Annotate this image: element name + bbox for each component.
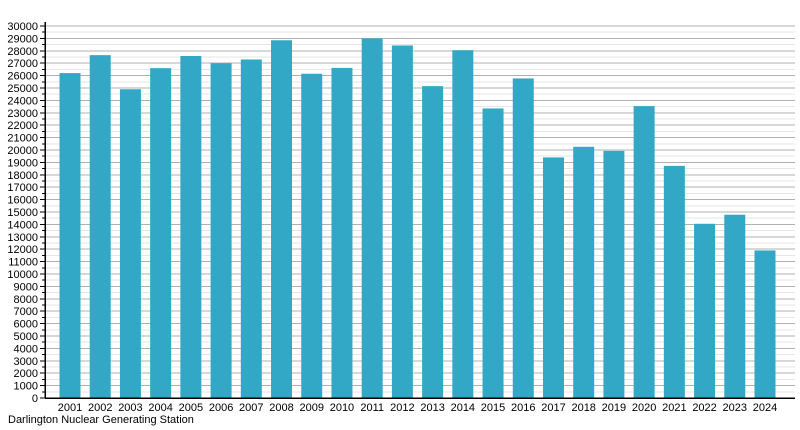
x-tick-label: 2015 (481, 402, 505, 414)
y-tick-label: 7000 (14, 306, 38, 318)
y-tick-label: 24000 (7, 95, 38, 107)
y-tick-label: 4000 (14, 343, 38, 355)
x-tick-label: 2013 (420, 402, 444, 414)
x-tick-label: 2020 (632, 402, 656, 414)
bar-2006 (210, 63, 232, 398)
bar-2009 (301, 73, 323, 399)
chart-caption: Darlington Nuclear Generating Station (8, 414, 194, 426)
bar-2005 (180, 56, 202, 399)
y-tick-label: 25000 (7, 83, 38, 95)
y-tick-label: 9000 (14, 281, 38, 293)
bar-2013 (422, 86, 444, 398)
y-tick-label: 11000 (8, 257, 38, 269)
bar-2015 (482, 108, 504, 399)
x-tick-label: 2012 (390, 402, 414, 414)
x-tick-label: 2016 (511, 402, 535, 414)
bar-2001 (59, 73, 81, 399)
bar-2022 (694, 223, 716, 398)
x-tick-label: 2021 (662, 402, 686, 414)
x-tick-label: 2009 (299, 402, 323, 414)
x-tick-label: 2024 (753, 402, 777, 414)
y-tick-label: 12000 (7, 244, 38, 256)
bar-2021 (663, 165, 685, 398)
bar-2004 (150, 68, 172, 398)
x-tick-label: 2006 (209, 402, 233, 414)
x-tick-label: 2017 (541, 402, 565, 414)
y-tick-label: 28000 (7, 46, 38, 58)
x-tick-label: 2003 (118, 402, 142, 414)
x-tick-label: 2019 (602, 402, 626, 414)
y-tick-label: 20000 (7, 145, 38, 157)
y-tick-label: 27000 (7, 58, 38, 70)
y-tick-label: 1000 (14, 381, 38, 393)
bar-2003 (119, 89, 141, 399)
bar-2023 (724, 214, 746, 398)
x-tick-label: 2023 (723, 402, 747, 414)
y-tick-label: 23000 (7, 108, 38, 120)
y-tick-label: 22000 (7, 120, 38, 132)
x-tick-label: 2018 (571, 402, 595, 414)
bar-2011 (361, 38, 383, 399)
bar-2012 (391, 45, 413, 399)
x-tick-label: 2010 (330, 402, 354, 414)
bar-2002 (89, 55, 111, 398)
y-tick-label: 6000 (14, 319, 38, 331)
x-tick-label: 2014 (451, 402, 475, 414)
y-tick-label: 8000 (14, 294, 38, 306)
bar-2014 (452, 50, 474, 399)
x-tick-label: 2005 (179, 402, 203, 414)
y-tick-label: 3000 (14, 356, 38, 368)
y-tick-label: 2000 (14, 368, 38, 380)
y-tick-label: 21000 (7, 133, 38, 145)
y-tick-label: 30000 (7, 21, 38, 33)
bar-2008 (271, 40, 293, 398)
x-tick-label: 2011 (360, 402, 384, 414)
bar-2017 (542, 157, 564, 398)
y-tick-label: 0 (32, 393, 38, 405)
x-tick-label: 2001 (58, 402, 82, 414)
x-tick-label: 2008 (269, 402, 293, 414)
y-tick-label: 17000 (7, 182, 38, 194)
y-tick-label: 13000 (7, 232, 38, 244)
x-tick-label: 2002 (88, 402, 112, 414)
x-tick-label: 2007 (239, 402, 263, 414)
bar-2024 (754, 250, 776, 398)
bar-2007 (240, 59, 262, 398)
y-tick-label: 10000 (7, 269, 38, 281)
y-tick-label: 29000 (7, 33, 38, 45)
y-tick-label: 15000 (7, 207, 38, 219)
bar-2016 (512, 78, 534, 399)
y-tick-label: 26000 (7, 71, 38, 83)
y-tick-label: 14000 (7, 219, 38, 231)
x-tick-label: 2022 (692, 402, 716, 414)
bar-2019 (603, 150, 625, 398)
bar-2010 (331, 67, 353, 399)
y-tick-label: 19000 (7, 157, 38, 169)
y-tick-label: 5000 (14, 331, 38, 343)
bar-2018 (573, 146, 595, 398)
y-tick-label: 16000 (7, 195, 38, 207)
bar-2020 (633, 106, 655, 398)
y-tick-label: 18000 (7, 170, 38, 182)
x-tick-label: 2004 (148, 402, 172, 414)
